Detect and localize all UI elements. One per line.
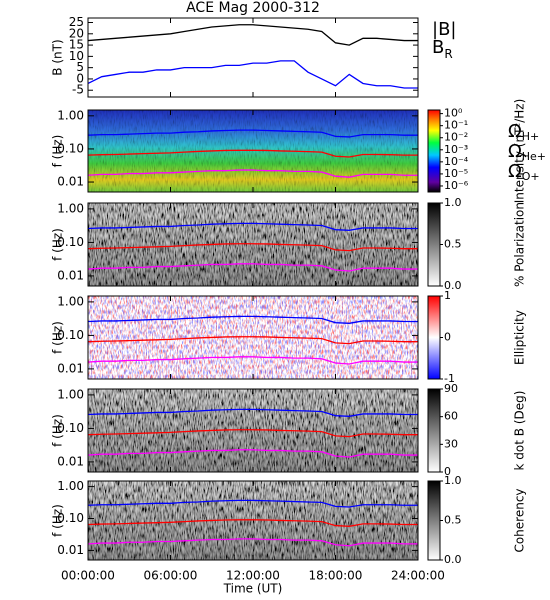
x-tick-label: 06:00:00 <box>144 569 198 583</box>
y-tick-label: 0.10 <box>57 421 84 435</box>
y-tick-label: 0.10 <box>57 141 84 155</box>
colorbar-tick-label: 1 <box>444 289 451 302</box>
y-tick-label: 1.00 <box>57 108 84 122</box>
colorbar-tick-label: 10⁻¹ <box>444 119 468 132</box>
y-axis-label: f (Hz) <box>51 135 65 168</box>
x-tick-label: 24:00:00 <box>391 569 445 583</box>
colorbar-label: k dot B (Deg) <box>513 391 527 471</box>
y-tick-label: 1.00 <box>57 387 84 401</box>
line-series <box>87 24 418 46</box>
colorbar-tick-label: 0.0 <box>444 553 462 566</box>
legend-label: ΩHe+ <box>508 141 546 163</box>
y-tick-label: -5 <box>72 83 84 97</box>
legend-label: ΩO+ <box>508 161 540 183</box>
colorbar-tick-label: 60 <box>444 410 458 423</box>
spectrogram-shade <box>88 389 418 472</box>
gyrofrequency-line <box>87 336 418 345</box>
y-axis-label: B (nT) <box>51 39 65 75</box>
colorbar-tick-label: 10⁻⁴ <box>444 155 469 168</box>
colorbar <box>427 109 441 193</box>
y-tick-label: 10 <box>69 49 84 63</box>
gyrofrequency-line <box>87 499 418 508</box>
plot-frame <box>87 388 419 473</box>
gyrofrequency-line <box>87 538 418 547</box>
y-tick-label: 1.00 <box>57 479 84 493</box>
y-tick-label: 20 <box>69 26 84 40</box>
colorbar <box>427 480 441 561</box>
gyrofrequency-line <box>87 243 418 252</box>
colorbar-tick-label: 10⁻⁶ <box>444 179 469 192</box>
x-tick-label: 12:00:00 <box>226 569 280 583</box>
plot-frame <box>87 202 419 287</box>
y-tick-label: 0.01 <box>57 543 84 557</box>
x-axis-label: Time (UT) <box>223 582 283 596</box>
y-tick-label: 0.10 <box>57 235 84 249</box>
gyrofrequency-line <box>87 149 418 158</box>
x-tick-label: 00:00:00 <box>61 569 115 583</box>
plot-frame <box>87 109 419 193</box>
colorbar-label: Intensity (nT²/Hz) <box>513 99 527 204</box>
colorbar <box>427 388 441 473</box>
spectrogram-texture <box>88 296 418 379</box>
colorbar-tick-label: 10⁻⁵ <box>444 167 468 180</box>
y-axis-label: f (Hz) <box>51 414 65 447</box>
colorbar-tick-label: 0 <box>444 331 451 344</box>
colorbar <box>427 202 441 287</box>
plot-frame <box>87 295 419 380</box>
y-tick-label: 1.00 <box>57 201 84 215</box>
y-tick-label: 1.00 <box>57 294 84 308</box>
y-tick-label: 15 <box>69 38 84 52</box>
y-axis-label: f (Hz) <box>51 321 65 354</box>
chart-title: ACE Mag 2000-312 <box>186 0 320 16</box>
legend-label: BR <box>432 37 453 61</box>
colorbar-label: % Polarization <box>513 202 527 287</box>
legend-label: |B| <box>432 19 456 40</box>
plot-frame <box>87 480 419 561</box>
colorbar-tick-label: 1.0 <box>444 474 462 487</box>
gyrofrequency-line <box>87 222 418 231</box>
y-axis-label: f (Hz) <box>51 228 65 261</box>
y-tick-label: 0.01 <box>57 454 84 468</box>
colorbar-tick-label: 10⁻² <box>444 131 468 144</box>
colorbar-tick-label: 10⁰ <box>444 107 463 120</box>
gyrofrequency-line <box>87 519 418 527</box>
colorbar-tick-label: 1.0 <box>444 196 462 209</box>
y-tick-label: 0 <box>76 71 84 85</box>
colorbar-tick-label: 0 <box>444 465 451 478</box>
y-tick-label: 0.01 <box>57 361 84 375</box>
colorbar-label: Coherency <box>513 488 527 552</box>
gyrofrequency-line <box>87 408 418 417</box>
colorbar-tick-label: 0.5 <box>444 238 462 251</box>
colorbar-tick-label: 0.0 <box>444 279 462 292</box>
gyrofrequency-line <box>87 356 418 365</box>
gyrofrequency-line <box>87 169 418 178</box>
gyrofrequency-line <box>87 315 418 324</box>
spectrogram-shade <box>88 481 418 560</box>
colorbar-tick-label: 30 <box>444 437 458 450</box>
y-tick-label: 5 <box>76 60 84 74</box>
colorbar <box>427 295 441 380</box>
y-tick-label: 0.10 <box>57 511 84 525</box>
y-axis-label: f (Hz) <box>51 504 65 537</box>
spectrogram-texture <box>88 110 418 192</box>
spectrogram-shade <box>88 203 418 286</box>
y-tick-label: 0.01 <box>57 268 84 282</box>
plot-frame <box>87 17 419 98</box>
colorbar-label: Ellipticity <box>513 310 527 365</box>
colorbar-tick-label: 0.5 <box>444 514 462 527</box>
y-tick-label: 25 <box>69 15 84 29</box>
y-tick-label: 0.01 <box>57 175 84 189</box>
gyrofrequency-line <box>87 263 418 272</box>
y-tick-label: 0.10 <box>57 328 84 342</box>
colorbar-tick-label: -1 <box>444 372 455 385</box>
line-series <box>87 60 418 89</box>
gyrofrequency-line <box>87 429 418 438</box>
gyrofrequency-line <box>87 449 418 458</box>
legend-label: ΩH+ <box>508 121 539 143</box>
x-tick-label: 18:00:00 <box>309 569 363 583</box>
gyrofrequency-line <box>87 129 418 138</box>
colorbar-tick-label: 10⁻³ <box>444 143 468 156</box>
colorbar-tick-label: 90 <box>444 382 458 395</box>
